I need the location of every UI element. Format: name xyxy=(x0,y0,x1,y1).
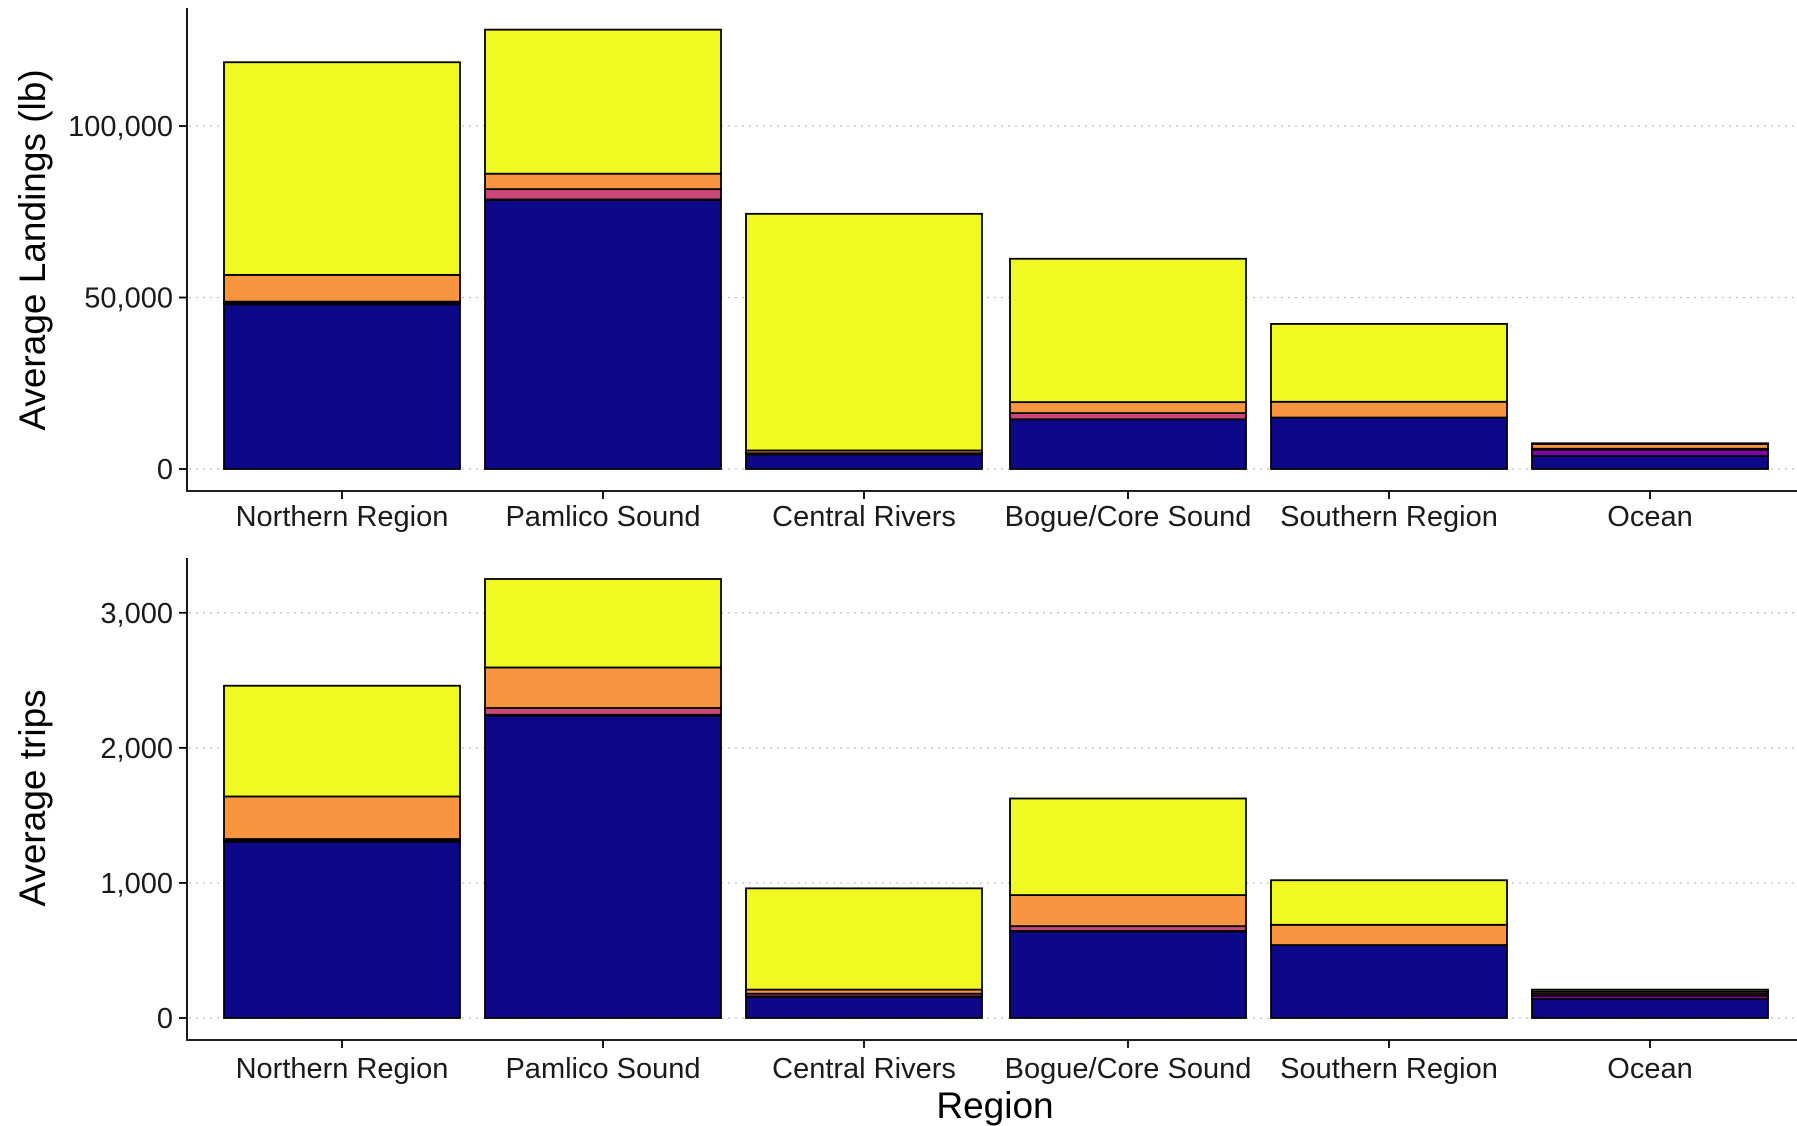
bar-segment-4-4 xyxy=(1009,894,1247,928)
bar-segment-2-1 xyxy=(484,198,722,470)
bar-segment-4-5 xyxy=(1009,797,1247,896)
x-axis-title: Region xyxy=(936,1085,1053,1126)
bar-segment-3-1 xyxy=(745,996,983,1019)
y-tick-label: 2,000 xyxy=(100,733,173,765)
bar-segment-5-4 xyxy=(1270,923,1508,946)
axis-lines xyxy=(186,8,1797,492)
bar-segment-2-4 xyxy=(484,172,722,191)
x-tick-label: Southern Region xyxy=(1280,1053,1498,1085)
bar-segment-2-5 xyxy=(484,28,722,175)
y-axis-title: Average Landings (lb) xyxy=(12,69,53,430)
bar-segment-1-1 xyxy=(223,840,461,1019)
y-tick-label: 3,000 xyxy=(100,598,173,630)
y-tick-label: 1,000 xyxy=(100,868,173,900)
y-tick-label: 0 xyxy=(157,1003,173,1035)
bar-segment-2-4 xyxy=(484,666,722,709)
bar-segment-2-5 xyxy=(484,578,722,669)
panel-2: 0 1,000 2,000 3,000 Northern Region Pamlico S… xyxy=(12,558,1797,1085)
y-axis-title: Average trips xyxy=(12,689,53,906)
bar-segment-2-3 xyxy=(484,188,722,201)
x-tick-label: Pamlico Sound xyxy=(505,1053,700,1085)
axis-lines xyxy=(186,558,1797,1041)
bar-segment-4-4 xyxy=(1009,401,1247,414)
bar-segment-5-1 xyxy=(1270,944,1508,1019)
bar-segment-5-5 xyxy=(1270,879,1508,926)
bar-segment-1-4 xyxy=(223,273,461,303)
x-tick-label: Bogue/Core Sound xyxy=(1005,1053,1252,1085)
x-tick-label: Ocean xyxy=(1607,501,1692,533)
bar-segment-1-4 xyxy=(223,795,461,840)
y-tick-label: 0 xyxy=(157,454,173,486)
bar-segment-5-4 xyxy=(1270,400,1508,419)
bar-segment-4-1 xyxy=(1009,930,1247,1019)
x-tick-label: Northern Region xyxy=(236,501,449,533)
x-tick-label: Central Rivers xyxy=(772,501,956,533)
y-tick-label: 100,000 xyxy=(68,111,173,143)
bar-segment-6-5 xyxy=(1531,988,1769,993)
bar-segment-6-1 xyxy=(1531,998,1769,1019)
bar-segment-1-5 xyxy=(223,61,461,276)
bar-segment-5-5 xyxy=(1270,323,1508,403)
bar-segment-1-5 xyxy=(223,684,461,798)
bar-segment-2-1 xyxy=(484,714,722,1019)
bar-segment-3-5 xyxy=(745,887,983,991)
x-tick-label: Ocean xyxy=(1607,1053,1692,1085)
x-tick-label: Central Rivers xyxy=(772,1053,956,1085)
bar-segment-6-1 xyxy=(1531,455,1769,470)
bar-segment-6-5 xyxy=(1531,442,1769,445)
x-tick-label: Bogue/Core Sound xyxy=(1005,501,1252,533)
bar-segment-4-1 xyxy=(1009,418,1247,470)
x-tick-label: Pamlico Sound xyxy=(505,501,700,533)
panel-1: 0 50,000 100,000 Northern Region Pamlico Sou… xyxy=(12,8,1797,533)
bar-segment-4-3 xyxy=(1009,412,1247,421)
bar-segment-5-1 xyxy=(1270,416,1508,470)
bar-segment-2-3 xyxy=(484,707,722,716)
x-tick-label: Northern Region xyxy=(236,1053,449,1085)
y-tick-label: 50,000 xyxy=(84,283,173,315)
bar-segment-6-2 xyxy=(1531,448,1769,457)
x-tick-label: Southern Region xyxy=(1280,501,1498,533)
bar-segment-4-5 xyxy=(1009,257,1247,404)
bar-segment-3-5 xyxy=(745,212,983,452)
bar-segment-1-1 xyxy=(223,303,461,470)
bar-segment-3-1 xyxy=(745,453,983,470)
